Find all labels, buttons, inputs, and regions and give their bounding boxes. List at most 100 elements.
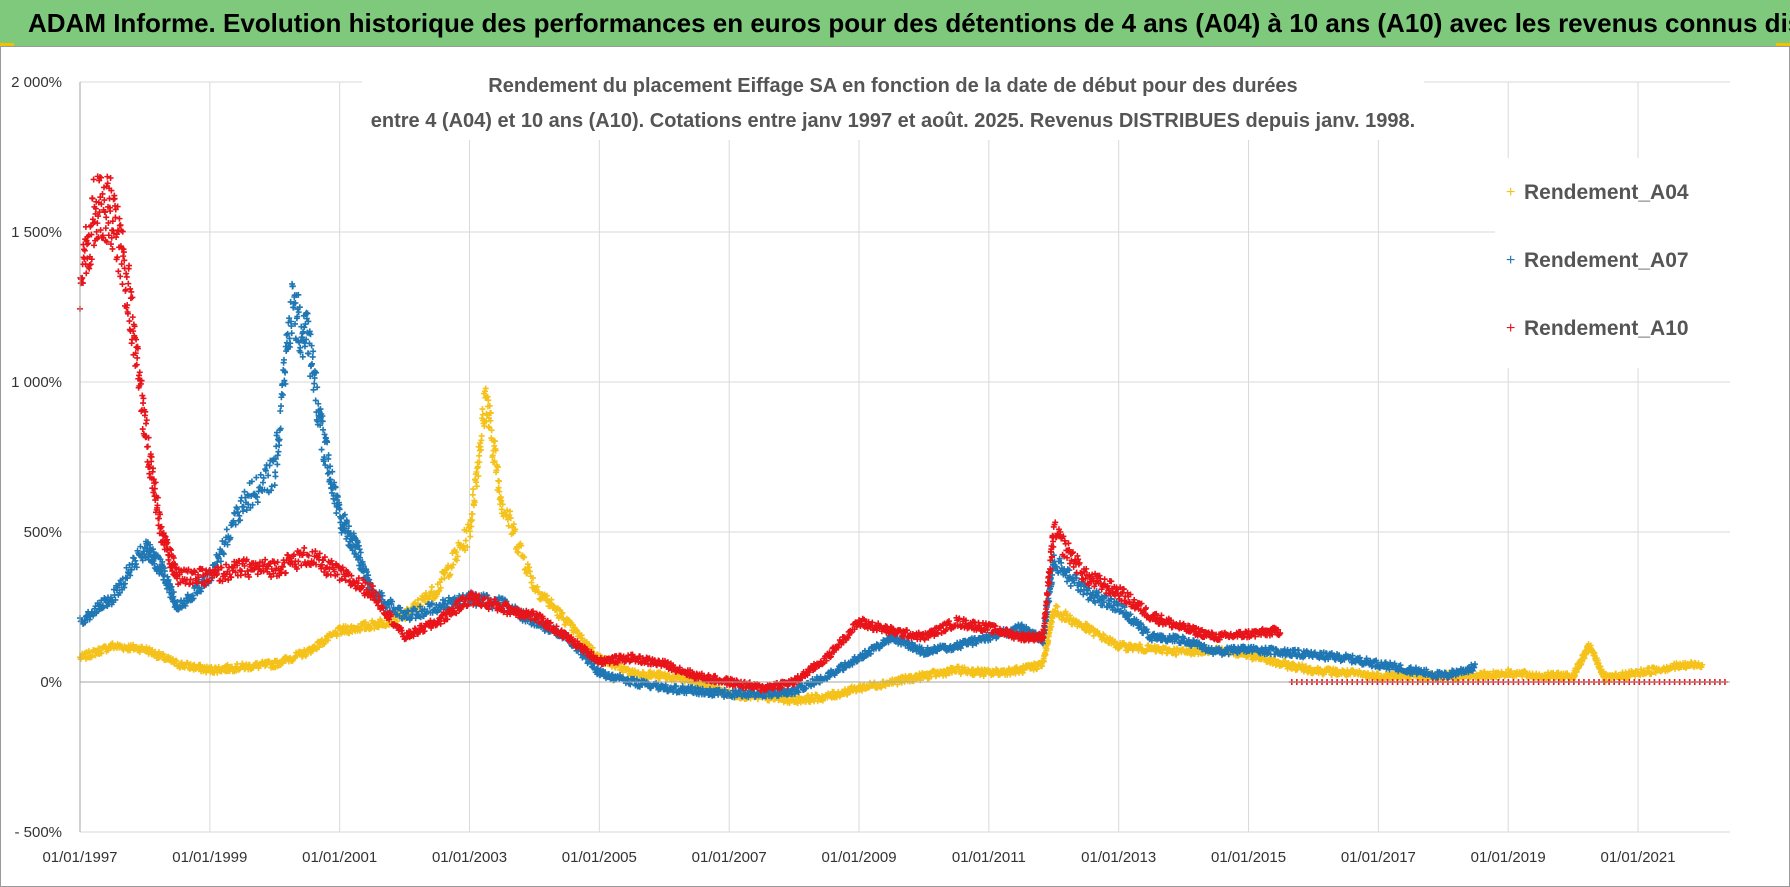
data-point bbox=[437, 579, 443, 586]
data-point bbox=[247, 504, 254, 511]
banner-left-mark bbox=[0, 43, 14, 47]
data-point bbox=[257, 471, 264, 478]
data-point bbox=[344, 518, 351, 525]
data-point bbox=[292, 320, 299, 327]
data-point bbox=[310, 348, 317, 355]
data-point bbox=[478, 432, 485, 439]
data-point bbox=[292, 299, 299, 306]
data-point bbox=[1476, 675, 1483, 682]
data-point bbox=[524, 561, 531, 568]
data-point bbox=[1648, 671, 1655, 678]
data-point bbox=[466, 528, 473, 535]
data-point bbox=[241, 488, 248, 495]
data-point bbox=[409, 611, 416, 618]
data-point bbox=[299, 353, 306, 360]
data-point bbox=[469, 491, 476, 498]
data-point bbox=[219, 538, 226, 545]
data-point bbox=[454, 553, 461, 560]
data-point bbox=[301, 544, 308, 551]
data-point bbox=[521, 554, 528, 561]
data-point bbox=[287, 340, 294, 347]
data-point bbox=[92, 603, 99, 610]
data-point bbox=[301, 324, 308, 331]
data-point bbox=[357, 549, 364, 556]
data-point bbox=[91, 242, 98, 249]
data-point bbox=[302, 343, 308, 350]
data-point bbox=[460, 542, 467, 549]
data-point bbox=[102, 225, 109, 232]
data-point bbox=[168, 583, 175, 590]
data-point bbox=[321, 431, 328, 438]
data-point bbox=[476, 459, 483, 466]
data-point bbox=[507, 508, 514, 515]
data-point bbox=[1699, 661, 1706, 668]
data-point bbox=[217, 558, 224, 565]
data-point bbox=[333, 510, 340, 517]
data-point bbox=[325, 469, 332, 476]
data-point bbox=[345, 523, 352, 530]
data-point bbox=[287, 298, 294, 305]
data-point bbox=[273, 443, 280, 450]
data-point bbox=[477, 446, 484, 453]
data-point bbox=[438, 576, 445, 583]
data-point bbox=[161, 568, 168, 575]
data-point bbox=[98, 650, 105, 657]
data-point bbox=[296, 304, 303, 311]
data-point bbox=[288, 323, 295, 330]
data-point bbox=[227, 534, 234, 541]
data-point bbox=[281, 377, 288, 384]
data-point bbox=[320, 426, 327, 433]
data-point bbox=[656, 675, 663, 682]
data-point bbox=[488, 427, 495, 434]
data-point bbox=[278, 390, 285, 397]
data-point bbox=[462, 537, 469, 544]
data-point bbox=[174, 598, 181, 605]
data-point bbox=[136, 369, 143, 376]
data-point bbox=[278, 403, 285, 410]
data-point bbox=[260, 474, 267, 481]
data-point bbox=[445, 562, 452, 569]
data-point bbox=[248, 478, 255, 485]
data-point bbox=[275, 448, 282, 455]
data-point bbox=[237, 517, 244, 524]
data-point bbox=[327, 571, 334, 578]
data-point bbox=[467, 518, 474, 525]
data-point bbox=[272, 455, 279, 462]
series-Rendement_A10 bbox=[77, 173, 1284, 695]
data-point bbox=[305, 318, 312, 325]
data-point bbox=[534, 583, 541, 590]
data-point bbox=[89, 195, 96, 202]
data-point bbox=[473, 483, 480, 490]
data-point bbox=[309, 360, 316, 367]
data-point bbox=[482, 385, 489, 392]
data-point bbox=[943, 672, 950, 679]
data-point bbox=[1173, 651, 1180, 658]
data-point bbox=[474, 463, 481, 470]
data-point bbox=[453, 549, 460, 556]
data-point bbox=[1067, 582, 1074, 589]
data-point bbox=[137, 543, 144, 550]
data-point bbox=[288, 330, 295, 337]
data-point bbox=[155, 515, 162, 522]
data-point bbox=[112, 596, 119, 603]
data-point bbox=[476, 452, 483, 459]
data-point bbox=[559, 609, 566, 616]
data-point bbox=[512, 526, 519, 533]
data-point bbox=[441, 575, 448, 582]
data-point bbox=[548, 596, 555, 603]
data-point bbox=[510, 521, 517, 528]
data-point bbox=[282, 569, 289, 576]
data-point bbox=[450, 561, 457, 568]
data-point bbox=[312, 397, 319, 404]
data-point bbox=[126, 318, 133, 325]
data-point bbox=[307, 331, 314, 338]
data-point bbox=[499, 501, 506, 508]
data-point bbox=[223, 526, 230, 533]
data-point bbox=[1062, 608, 1069, 615]
data-point bbox=[257, 484, 263, 491]
data-point bbox=[147, 541, 154, 548]
data-point bbox=[119, 281, 126, 288]
data-point bbox=[282, 369, 289, 376]
data-point bbox=[317, 422, 324, 429]
